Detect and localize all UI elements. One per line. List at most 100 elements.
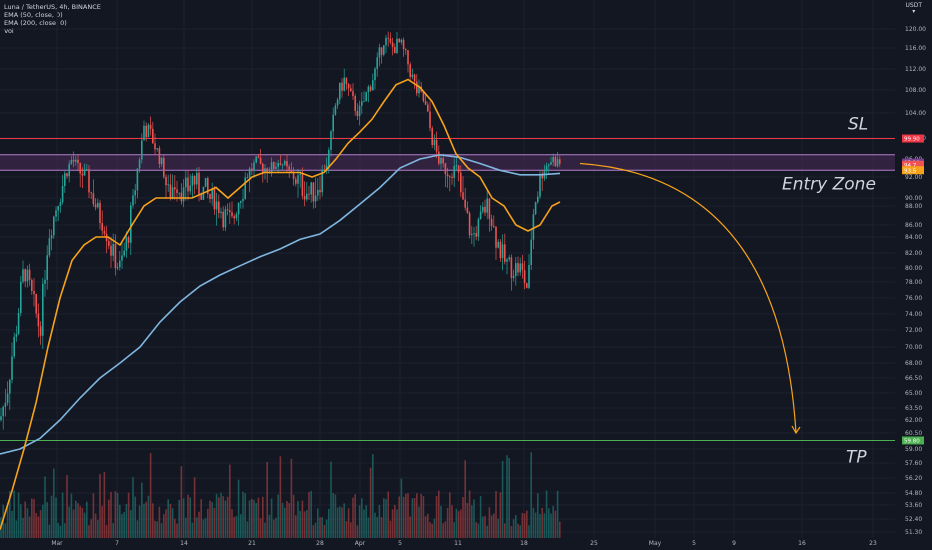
volume-bar-33 <box>73 509 75 538</box>
candle-body-12 <box>27 270 29 282</box>
candle-body-36 <box>79 163 81 173</box>
volume-bar-139 <box>306 510 308 538</box>
candle-body-253 <box>557 159 559 166</box>
candle-body-239 <box>526 283 528 288</box>
volume-bar-85 <box>187 495 189 538</box>
volume-bar-219 <box>482 517 484 538</box>
candle-body-93 <box>205 178 207 187</box>
volume-bar-192 <box>423 496 425 538</box>
time-tick-label: 28 <box>316 540 324 547</box>
candle-body-154 <box>339 83 341 100</box>
price-tick-label: 80.00 <box>905 265 922 272</box>
candle-body-226 <box>497 242 499 248</box>
time-tick-label: 11 <box>454 540 462 547</box>
candle-body-151 <box>332 115 334 132</box>
candle-body-156 <box>343 78 345 91</box>
candle-body-235 <box>517 263 519 272</box>
volume-bar-42 <box>93 493 95 538</box>
volume-bar-100 <box>220 493 222 538</box>
candle-body-187 <box>412 75 414 77</box>
candle-body-85 <box>187 178 189 192</box>
volume-bar-106 <box>233 517 235 538</box>
volume-bar-246 <box>541 508 543 538</box>
volume-bar-194 <box>427 514 429 538</box>
volume-bar-82 <box>181 466 183 538</box>
candle-body-202 <box>445 163 447 174</box>
candle-body-199 <box>438 152 440 164</box>
volume-bar-54 <box>119 505 121 538</box>
volume-bar-173 <box>381 517 383 538</box>
volume-bar-38 <box>84 513 86 538</box>
candle-body-14 <box>31 280 33 291</box>
candle-body-217 <box>478 219 480 236</box>
volume-bar-52 <box>115 491 117 538</box>
volume-bar-210 <box>462 497 464 538</box>
volume-bar-204 <box>449 492 451 538</box>
volume-bar-188 <box>414 498 416 538</box>
volume-bar-166 <box>365 505 367 538</box>
candle-body-164 <box>361 101 363 105</box>
candle-body-119 <box>262 164 264 173</box>
candle-body-228 <box>502 244 504 258</box>
volume-bar-59 <box>130 510 132 538</box>
candle-body-118 <box>260 158 262 164</box>
volume-bar-50 <box>110 492 112 538</box>
candle-body-64 <box>141 140 143 159</box>
volume-bar-97 <box>214 508 216 538</box>
candle-body-66 <box>145 126 147 137</box>
candle-body-75 <box>165 177 167 185</box>
candle-body-163 <box>359 106 361 116</box>
candle-body-168 <box>370 87 372 91</box>
volume-bar-46 <box>101 506 103 538</box>
volume-bar-142 <box>313 525 315 538</box>
volume-bar-138 <box>304 511 306 538</box>
volume-bar-9 <box>20 504 22 538</box>
volume-bar-109 <box>240 514 242 538</box>
candle-body-144 <box>317 190 319 196</box>
candle-body-193 <box>425 101 427 105</box>
time-tick-label: 18 <box>520 540 528 547</box>
candle-body-136 <box>299 174 301 175</box>
candle-body-69 <box>152 129 154 143</box>
price-tag-label-sl: 99.90 <box>904 137 920 143</box>
candle-body-155 <box>341 83 343 91</box>
candle-body-129 <box>284 161 286 165</box>
annotation-sl: SL <box>848 115 868 135</box>
volume-bar-70 <box>154 521 156 538</box>
candle-body-173 <box>381 47 383 54</box>
candle-body-62 <box>137 169 139 191</box>
volume-bar-185 <box>407 493 409 538</box>
candle-body-0 <box>0 416 2 420</box>
candle-body-58 <box>128 237 130 243</box>
volume-bar-252 <box>555 511 557 538</box>
volume-bar-144 <box>317 508 319 538</box>
candle-body-11 <box>24 269 26 281</box>
volume-bar-223 <box>491 515 493 538</box>
volume-bar-250 <box>550 514 552 538</box>
volume-bar-195 <box>429 522 431 538</box>
volume-bar-113 <box>249 500 251 538</box>
volume-bar-143 <box>315 523 317 538</box>
candle-body-33 <box>73 160 75 162</box>
candle-body-61 <box>134 190 136 195</box>
candle-body-185 <box>407 50 409 64</box>
candle-body-76 <box>167 184 169 185</box>
candle-body-207 <box>456 165 458 166</box>
candle-body-55 <box>121 255 123 260</box>
candle-body-149 <box>328 150 330 165</box>
candle-body-145 <box>319 190 321 192</box>
candle-body-209 <box>460 173 462 193</box>
candle-body-130 <box>286 161 288 166</box>
candle-body-222 <box>489 199 491 219</box>
candle-body-208 <box>458 165 460 172</box>
volume-bar-134 <box>295 515 297 538</box>
volume-bar-104 <box>229 465 231 538</box>
candle-body-126 <box>277 163 279 167</box>
volume-bar-115 <box>253 500 255 538</box>
volume-bar-62 <box>137 520 139 538</box>
volume-bar-180 <box>396 509 398 538</box>
volume-bar-37 <box>82 508 84 538</box>
volume-bar-200 <box>440 506 442 538</box>
volume-bar-156 <box>343 503 345 538</box>
